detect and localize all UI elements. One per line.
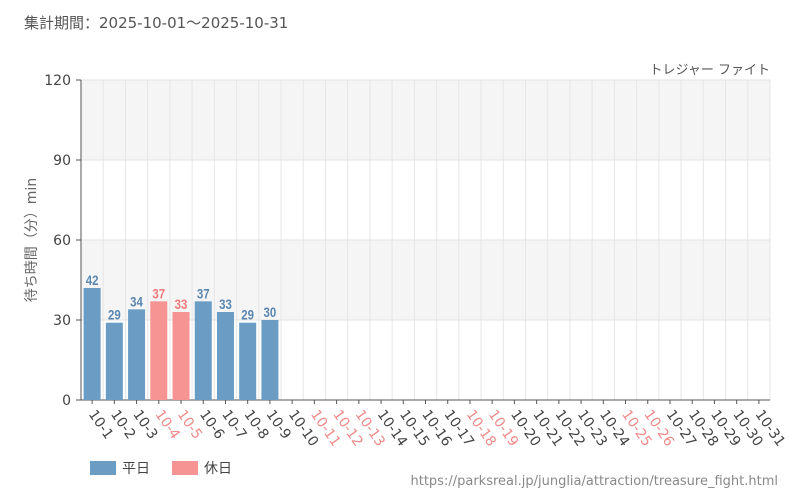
grid-band [81,80,770,160]
bar-10-3 [128,309,146,400]
grid-band [81,160,770,240]
bar-10-4 [150,301,168,400]
legend-label-holiday: 休日 [204,461,232,477]
value-label-10-3: 34 [130,293,144,309]
chart-legend: 平日 休日 [90,458,254,478]
chart-title: トレジャー ファイト [650,63,770,78]
value-label-10-2: 29 [108,307,121,323]
bar-10-6 [194,301,212,400]
y-tick-label: 60 [53,233,71,249]
bar-10-8 [239,322,257,400]
holiday-swatch [172,461,198,475]
bar-10-5 [172,312,190,400]
value-label-10-5: 33 [175,296,188,312]
legend-item-weekday: 平日 [90,458,150,478]
source-url[interactable]: https://parksreal.jp/junglia/attraction/… [410,474,779,489]
bar-10-7 [216,312,234,400]
bar-10-9 [261,320,279,400]
y-tick-label: 90 [53,153,71,169]
y-tick-label: 30 [53,313,71,329]
legend-label-weekday: 平日 [122,461,150,477]
y-axis-title: 待ち時間（分）min [24,178,40,302]
value-label-10-4: 37 [152,285,165,301]
value-label-10-8: 29 [241,307,254,323]
bar-10-1 [83,288,101,400]
value-label-10-6: 37 [197,285,210,301]
y-tick-label: 0 [62,393,71,409]
bar-10-2 [105,322,123,400]
weekday-swatch [90,461,116,475]
legend-item-holiday: 休日 [172,458,232,478]
value-label-10-7: 33 [219,296,232,312]
value-label-10-1: 42 [86,272,99,288]
value-label-10-9: 30 [264,304,277,320]
period-title: 集計期間：2025-10-01～2025-10-31 [24,14,289,32]
y-tick-label: 120 [44,73,71,89]
